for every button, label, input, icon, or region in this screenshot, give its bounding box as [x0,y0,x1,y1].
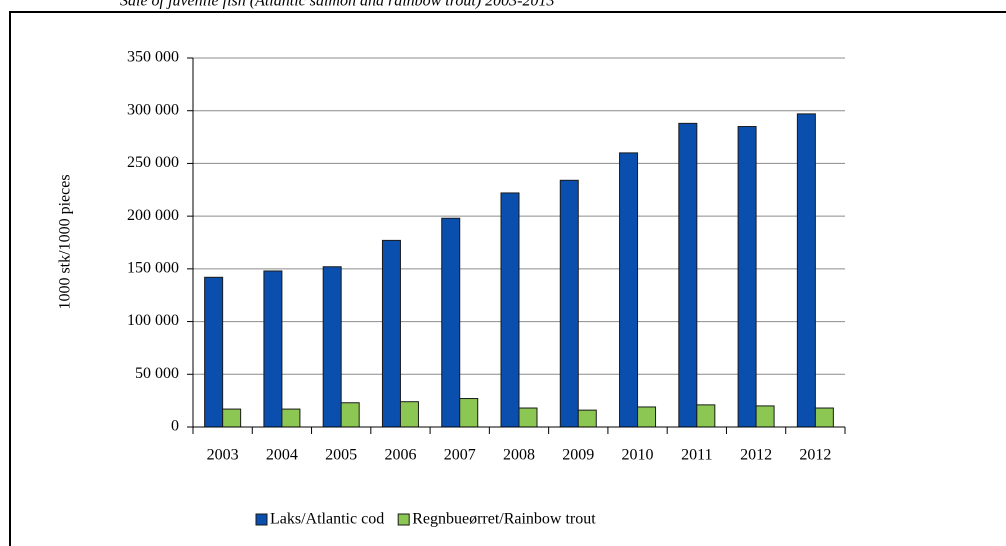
x-tick-label: 2012 [740,447,772,464]
y-tick-label: 250 000 [127,154,179,171]
y-axis-label: 1000 stk/1000 pieces [57,174,74,309]
y-tick-label: 350 000 [127,49,179,66]
bar [340,402,360,428]
x-tick-label: 2003 [207,447,239,464]
bar [737,126,757,428]
bar [796,113,816,428]
y-tick-label: 150 000 [127,260,179,277]
x-tick-label: 2004 [266,447,298,464]
x-tick-label: 2010 [622,447,654,464]
bar [381,239,401,428]
bar [696,404,716,428]
bar [204,276,224,428]
x-tick-label: 2009 [562,447,594,464]
x-tick-label: 2006 [384,447,416,464]
chart-title: Sale of juvenile fish (Atlantic salmon a… [120,0,554,10]
legend-swatch [397,513,410,526]
y-tick-label: 0 [171,418,179,435]
x-tick-label: 2008 [503,447,535,464]
bar [814,407,834,428]
bar [518,407,538,428]
legend-label: Laks/Atlantic cod [270,511,384,528]
legend-swatch [255,513,268,526]
bar [678,122,698,428]
bar [637,406,657,428]
bar [577,409,597,428]
x-tick-label: 2005 [325,447,357,464]
bar [500,192,520,428]
bar [755,405,775,428]
bar [459,398,479,428]
x-tick-label: 2007 [444,447,476,464]
bar [281,408,301,428]
frame [9,11,1006,546]
bar [399,401,419,428]
y-tick-label: 100 000 [127,312,179,329]
y-tick-label: 300 000 [127,101,179,118]
bar [222,408,242,428]
y-tick-label: 50 000 [135,365,179,382]
bar [263,270,283,428]
x-tick-label: 2011 [681,447,712,464]
bar [441,217,461,428]
bar [619,152,639,428]
bar [322,266,342,428]
x-tick-label: 2012 [799,447,831,464]
y-tick-label: 200 000 [127,207,179,224]
bar [559,179,579,428]
legend-label: Regnbueørret/Rainbow trout [412,511,596,528]
